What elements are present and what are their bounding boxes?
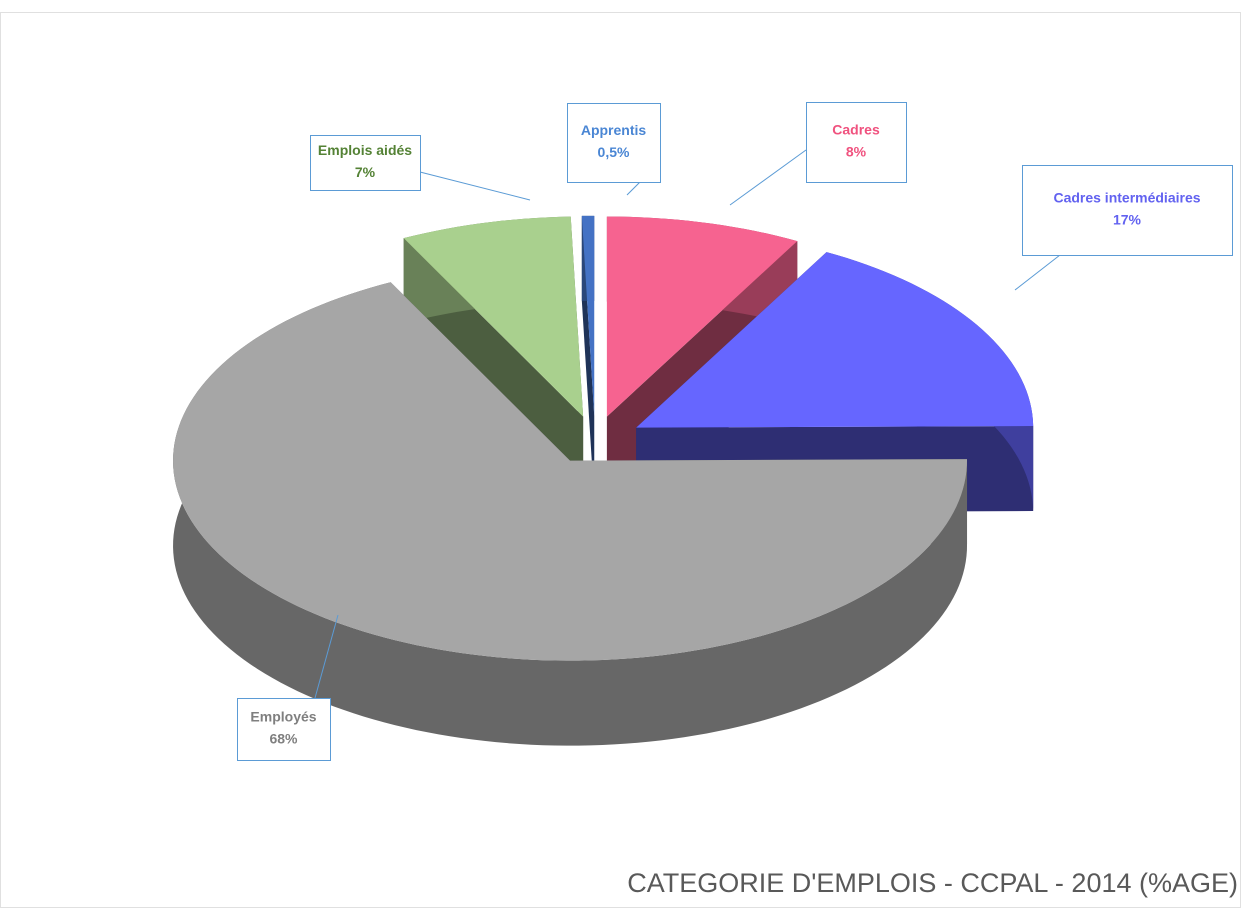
leader-line <box>626 181 641 196</box>
value-label: 0,5% <box>598 144 630 160</box>
callout-box <box>310 135 421 191</box>
value-label: 8% <box>846 144 867 160</box>
slice-top <box>636 252 1034 428</box>
slice <box>581 215 595 501</box>
slice <box>173 282 968 746</box>
leader-line <box>1014 254 1061 291</box>
value-label: 68% <box>269 731 298 747</box>
callout-box <box>806 102 907 183</box>
chart-title: CATEGORIE D'EMPLOIS - CCPAL - 2014 (%AGE… <box>627 868 1238 898</box>
category-label: Emplois aidés <box>318 142 412 158</box>
data-callout: Cadres 8% <box>729 102 907 206</box>
leader-line <box>729 149 807 206</box>
callout-box <box>237 698 331 761</box>
slice-top <box>173 282 968 661</box>
callout-box <box>567 103 661 183</box>
category-label: Cadres intermédiaires <box>1053 190 1200 206</box>
leader-line <box>314 614 339 699</box>
slice-top <box>581 215 595 416</box>
slice-top <box>606 216 798 417</box>
callout-box <box>1022 165 1233 256</box>
leader-line <box>419 171 531 201</box>
category-label: Apprentis <box>581 122 647 138</box>
data-callout: Employés 68% <box>237 614 339 761</box>
data-callout: Apprentis 0,5% <box>567 103 661 196</box>
value-label: 17% <box>1113 212 1142 228</box>
value-label: 7% <box>355 164 376 180</box>
category-label: Employés <box>250 709 316 725</box>
slice-top <box>403 216 584 417</box>
category-label: Cadres <box>832 122 880 138</box>
data-callout: Emplois aidés 7% <box>310 135 531 201</box>
data-callout: Cadres intermédiaires 17% <box>1014 165 1233 291</box>
slice <box>636 252 1034 513</box>
